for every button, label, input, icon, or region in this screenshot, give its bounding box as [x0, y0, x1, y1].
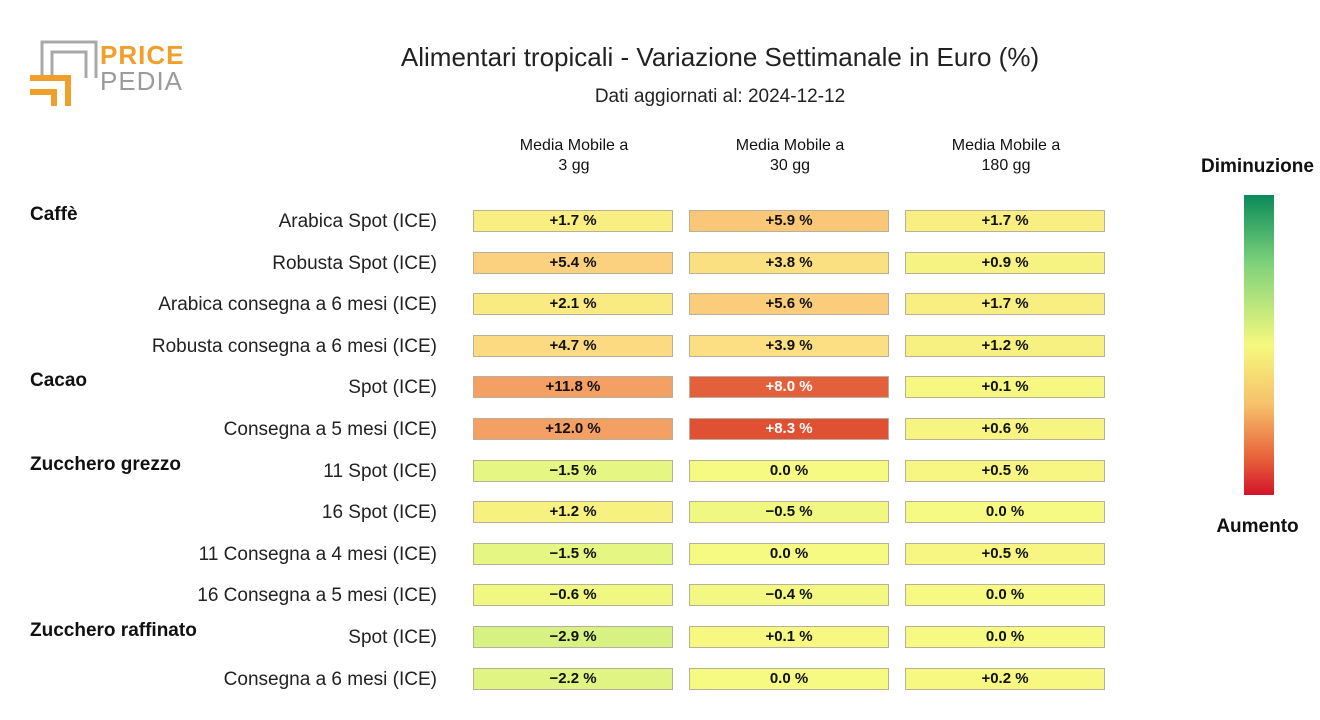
row-label: 16 Spot (ICE)	[321, 502, 437, 524]
heatmap-cell: +0.2 %	[905, 667, 1105, 690]
logo-text-pedia: PEDIA	[100, 66, 184, 96]
row-label: Arabica Spot (ICE)	[278, 211, 437, 232]
row-label: 16 Consegna a 5 mesi (ICE)	[197, 585, 437, 607]
pricepedia-logo: PRICE PEDIA	[30, 38, 190, 110]
heatmap-cell: −1.5 %	[473, 459, 673, 482]
heatmap-cell: +2.1 %	[473, 293, 673, 316]
heatmap-cell: +11.8 %	[473, 376, 673, 399]
heatmap-cell: +5.4 %	[473, 251, 673, 274]
heatmap-cell: 0.0 %	[689, 459, 889, 482]
heatmap-cell: +0.9 %	[905, 251, 1105, 274]
heatmap-cell: +1.7 %	[905, 293, 1105, 316]
heatmap-cell: 0.0 %	[689, 667, 889, 690]
column-header: Media Mobile a 180 gg	[951, 137, 1061, 174]
heatmap-cell: −1.5 %	[473, 542, 673, 565]
row-label: Consegna a 5 mesi (ICE)	[223, 419, 437, 440]
logo-text-price: PRICE	[100, 40, 185, 70]
heatmap-cell: −2.2 %	[473, 667, 673, 690]
heatmap-cell: +1.7 %	[905, 210, 1105, 232]
heatmap-cell: +0.5 %	[905, 459, 1105, 482]
row-label: Robusta Spot (ICE)	[272, 252, 437, 274]
row-label: Consegna a 6 mesi (ICE)	[223, 668, 437, 690]
heatmap-cell: −2.9 %	[473, 626, 673, 648]
heatmap-cell: +5.6 %	[689, 293, 889, 316]
heatmap-cell: −0.6 %	[473, 584, 673, 607]
heatmap-cell: 0.0 %	[905, 626, 1105, 648]
group-label: Cacao	[30, 370, 88, 392]
heatmap-cell: +5.9 %	[689, 210, 889, 232]
heatmap-cell: 0.0 %	[905, 584, 1105, 607]
heatmap-cell: +1.2 %	[905, 334, 1105, 357]
heatmap-cell: +3.9 %	[689, 334, 889, 357]
group-label: Caffè	[30, 204, 78, 225]
heatmap-cell: +1.2 %	[473, 501, 673, 524]
heatmap-cell: 0.0 %	[905, 501, 1105, 524]
column-header: Media Mobile a 3 gg	[519, 137, 629, 174]
heatmap-cell: +12.0 %	[473, 418, 673, 440]
heatmap-cell: +0.5 %	[905, 542, 1105, 565]
heatmap-cell: −0.5 %	[689, 501, 889, 524]
row-label: Robusta consegna a 6 mesi (ICE)	[151, 335, 437, 357]
colorbar-top-label: Diminuzione	[1201, 156, 1314, 177]
chart-subtitle: Dati aggiornati al: 2024-12-12	[594, 86, 846, 107]
heatmap-cell: +0.1 %	[689, 626, 889, 648]
heatmap-cell: +0.1 %	[905, 376, 1105, 399]
colorbar	[1244, 195, 1274, 495]
row-label: 11 Consegna a 4 mesi (ICE)	[198, 543, 437, 565]
row-label: 11 Spot (ICE)	[323, 460, 437, 482]
row-label: Spot (ICE)	[348, 377, 437, 399]
heatmap-cell: +8.3 %	[689, 418, 889, 440]
colorbar-bottom-label: Aumento	[1216, 516, 1299, 537]
row-label: Spot (ICE)	[348, 627, 437, 648]
heatmap-cell: +3.8 %	[689, 251, 889, 274]
row-label: Arabica consegna a 6 mesi (ICE)	[158, 294, 437, 316]
heatmap-cell: +1.7 %	[473, 210, 673, 232]
heatmap-cell: +8.0 %	[689, 376, 889, 399]
chart-title: Alimentari tropicali - Variazione Settim…	[400, 42, 1040, 72]
logo-mark-icon	[30, 40, 98, 106]
group-label: Zucchero raffinato	[30, 620, 197, 641]
group-label: Zucchero grezzo	[30, 453, 181, 475]
column-header: Media Mobile a 30 gg	[735, 137, 845, 174]
heatmap-cell: +0.6 %	[905, 418, 1105, 440]
heatmap-cell: 0.0 %	[689, 542, 889, 565]
heatmap-cell: −0.4 %	[689, 584, 889, 607]
heatmap-cell: +4.7 %	[473, 334, 673, 357]
